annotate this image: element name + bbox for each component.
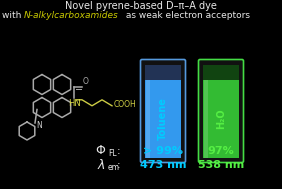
Bar [145, 65, 181, 80]
Bar [203, 80, 239, 158]
Text: Toluene: Toluene [158, 98, 168, 140]
Text: $\lambda$: $\lambda$ [97, 158, 106, 172]
Text: em: em [108, 163, 120, 171]
Bar [203, 65, 239, 80]
FancyBboxPatch shape [199, 60, 243, 163]
Bar [146, 80, 150, 158]
Text: as weak electron acceptors: as weak electron acceptors [123, 11, 250, 20]
Text: :: : [117, 160, 121, 170]
Text: :: : [117, 146, 121, 156]
Bar [145, 80, 181, 158]
Text: Novel pyrene-based D–π–A dye: Novel pyrene-based D–π–A dye [65, 1, 217, 11]
Text: FL: FL [108, 149, 117, 157]
FancyBboxPatch shape [140, 60, 186, 163]
Text: 473 nm: 473 nm [140, 160, 186, 170]
Text: HN: HN [68, 99, 80, 108]
Text: 538 nm: 538 nm [198, 160, 244, 170]
Text: O: O [83, 77, 89, 86]
Text: > 99%: > 99% [143, 146, 183, 156]
Text: with: with [2, 11, 27, 20]
Text: $\mathit{\Phi}$: $\mathit{\Phi}$ [95, 145, 106, 157]
Text: N: N [36, 122, 42, 130]
Bar [204, 80, 208, 158]
Text: 97%: 97% [208, 146, 234, 156]
Text: H₂O: H₂O [216, 109, 226, 129]
Text: COOH: COOH [114, 100, 137, 109]
Text: N-alkylcarboxamides: N-alkylcarboxamides [24, 11, 119, 20]
